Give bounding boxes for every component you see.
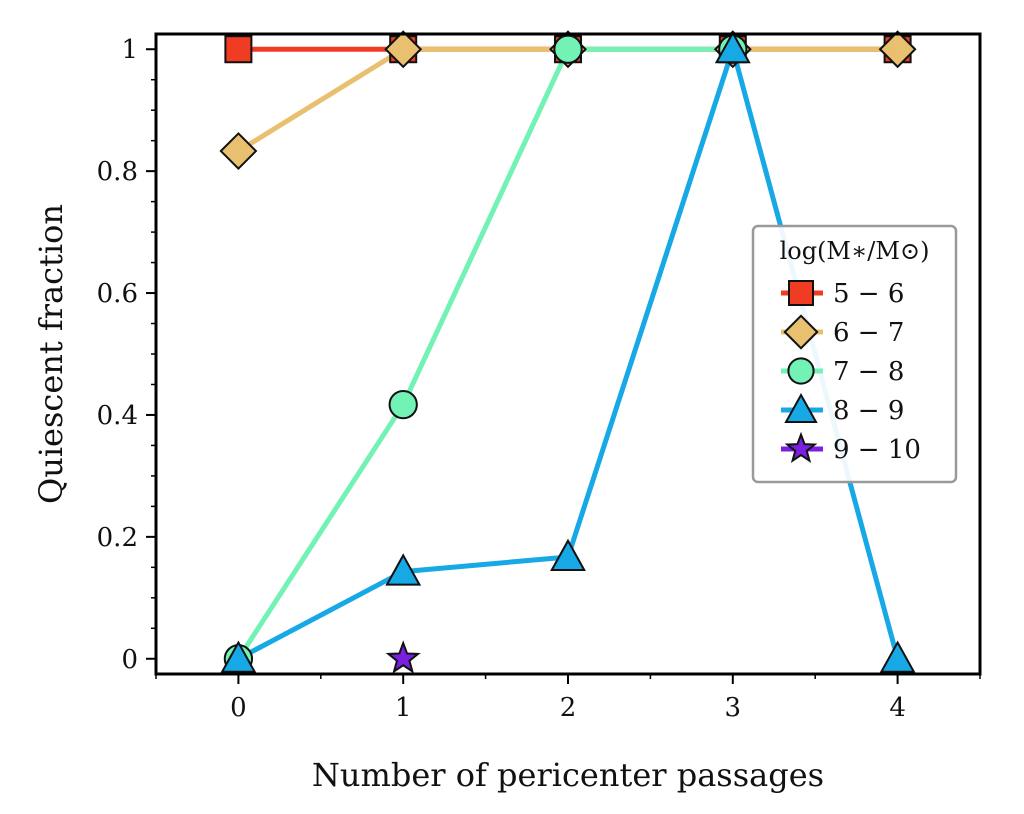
series-markers [219, 30, 917, 674]
legend-marker-9-10 [784, 431, 818, 463]
axes: 0 1 2 3 4 0 0.2 0.4 0.6 0.8 1 [97, 35, 981, 723]
y-tick-label: 0.6 [97, 279, 138, 309]
data-point-6-7 [219, 132, 258, 170]
legend-label-6-7: 6 − 7 [833, 318, 904, 348]
y-tick-label: 0.8 [97, 157, 138, 187]
data-point-7-8 [388, 389, 418, 420]
x-tick-label: 0 [230, 693, 247, 723]
data-point-8-9 [385, 553, 422, 586]
legend-label-5-6: 5 − 6 [833, 279, 904, 309]
legend-marker-8-9 [784, 392, 818, 423]
y-tick-label: 0.4 [97, 401, 138, 431]
series-line-7-8 [236, 46, 733, 661]
data-point-8-9 [220, 640, 257, 673]
legend-marker-5-6 [788, 280, 814, 306]
x-tick-label: 4 [889, 693, 906, 723]
y-tick-label: 1 [121, 35, 138, 65]
x-tick-label: 3 [725, 693, 742, 723]
x-axis-title: Number of pericenter passages [312, 756, 824, 794]
legend-marker-6-7 [783, 314, 819, 350]
data-point-6-7 [878, 30, 917, 69]
legend-label-7-8: 7 − 8 [833, 357, 904, 387]
data-point-5-6 [224, 35, 253, 64]
legend-label-9-10: 9 − 10 [833, 435, 921, 465]
data-point-7-8 [553, 34, 583, 64]
data-point-6-7 [384, 30, 423, 69]
y-tick-label: 0.2 [97, 523, 138, 553]
y-axis-title: Quiescent fraction [32, 204, 70, 504]
plot-frame [154, 32, 982, 676]
data-point-8-9 [550, 538, 586, 571]
data-point-8-9 [879, 640, 916, 673]
legend-title: log(M∗/M⊙) [780, 237, 930, 265]
y-tick-label: 0 [121, 645, 138, 675]
x-tick-label: 1 [395, 693, 412, 723]
x-tick-label: 2 [560, 693, 577, 723]
legend-marker-7-8 [787, 357, 815, 385]
data-point-9-10 [385, 640, 421, 674]
data-point-8-9 [714, 30, 751, 64]
legend: log(M∗/M⊙) 5 − 6 6 − 7 7 − 8 8 − 9 9 − 10 [751, 224, 958, 484]
legend-label-8-9: 8 − 9 [833, 396, 904, 426]
